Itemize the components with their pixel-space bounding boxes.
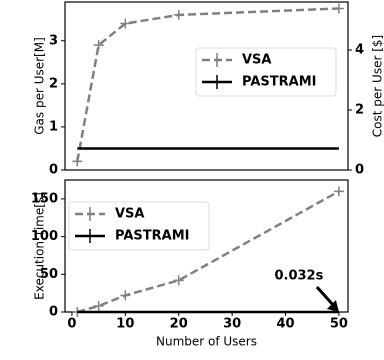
y-tick-label: 2 — [49, 76, 58, 91]
y-tick-label: 0 — [49, 163, 58, 178]
x-tick-label: 10 — [116, 317, 134, 332]
annotation: 0.032s — [274, 268, 323, 283]
legend-label: PASTRAMI — [242, 75, 316, 90]
y-axis-label: Execution Time[s] — [33, 192, 47, 300]
legend-label: VSA — [115, 207, 145, 222]
x-tick-label: 40 — [276, 317, 294, 332]
y-tick-label: 1 — [49, 119, 58, 134]
y2-axis-label: Cost per User [$] — [371, 35, 384, 137]
marker — [174, 10, 184, 20]
legend-label: PASTRAMI — [115, 229, 189, 244]
marker — [94, 301, 104, 311]
x-tick-label: 50 — [330, 317, 348, 332]
x-tick-label: 0 — [67, 317, 76, 332]
y-tick-label: 3 — [49, 33, 58, 48]
y2-tick-label: 2 — [355, 103, 364, 118]
marker — [72, 156, 82, 166]
marker — [334, 3, 344, 13]
x-tick-label: 20 — [170, 317, 188, 332]
marker — [120, 290, 130, 300]
marker — [174, 275, 184, 285]
y2-tick-label: 4 — [355, 43, 364, 58]
legend-label: VSA — [242, 53, 272, 68]
y-tick-label: 0 — [49, 305, 58, 320]
marker — [334, 186, 344, 196]
x-tick-label: 30 — [223, 317, 241, 332]
y2-tick-label: 0 — [355, 163, 364, 178]
x-axis-label: Number of Users — [156, 335, 257, 349]
y-axis-label: Gas per User[M] — [33, 37, 47, 135]
